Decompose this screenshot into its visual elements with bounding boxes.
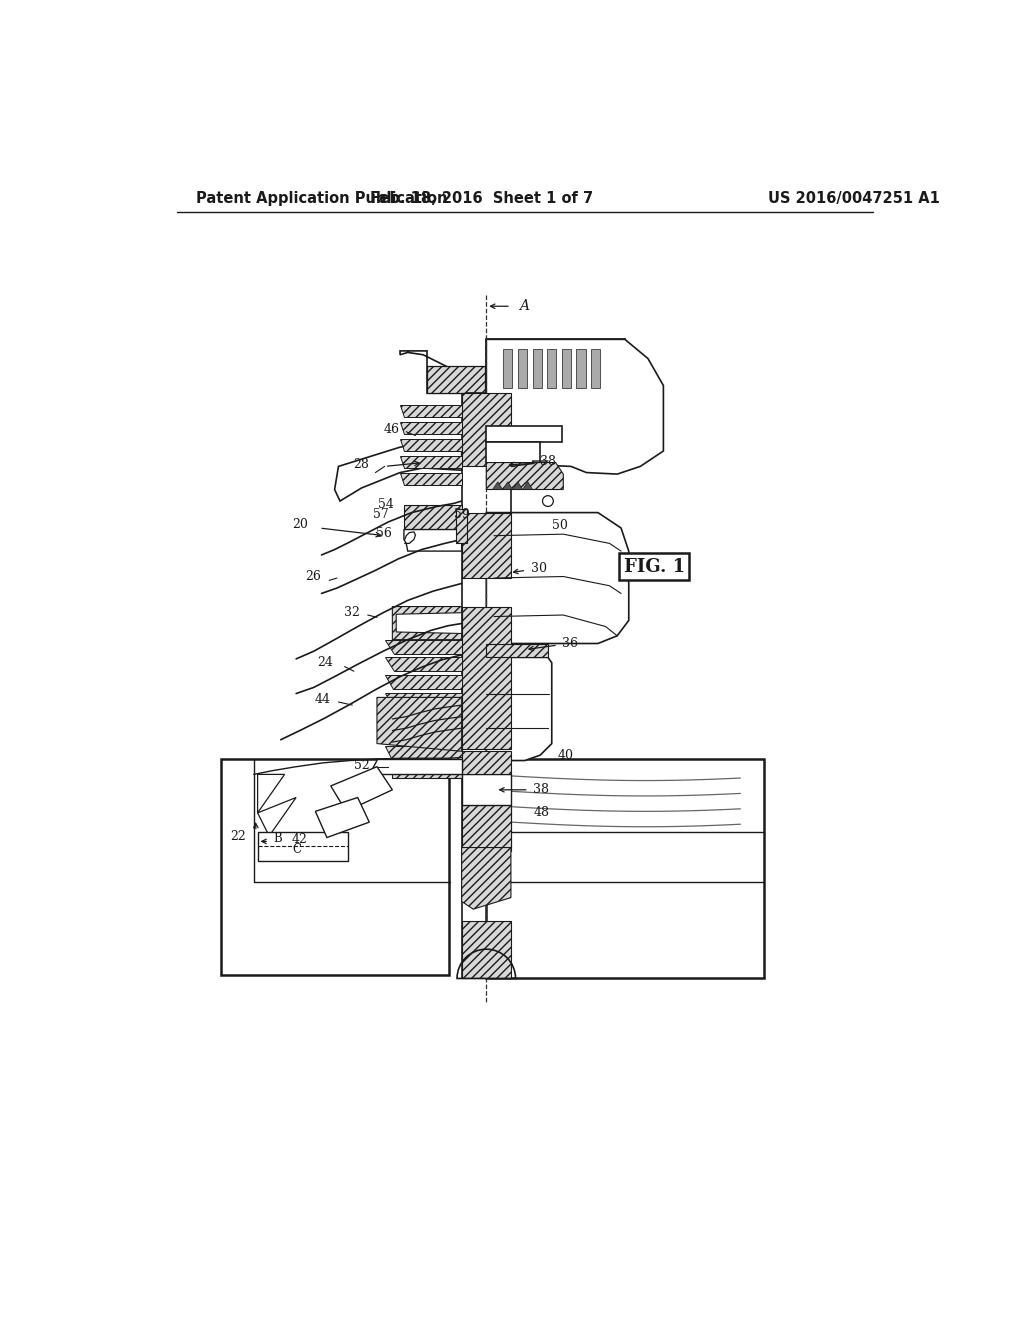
- Text: FIG. 1: FIG. 1: [624, 557, 685, 576]
- Text: 36: 36: [562, 638, 578, 649]
- Polygon shape: [385, 746, 462, 760]
- Polygon shape: [377, 697, 462, 751]
- Text: Feb. 18, 2016  Sheet 1 of 7: Feb. 18, 2016 Sheet 1 of 7: [370, 191, 593, 206]
- Polygon shape: [258, 775, 285, 813]
- Text: 20: 20: [292, 519, 307, 532]
- Polygon shape: [518, 350, 527, 388]
- Polygon shape: [577, 350, 586, 388]
- Text: US 2016/0047251 A1: US 2016/0047251 A1: [768, 191, 940, 206]
- Text: 28: 28: [353, 458, 370, 471]
- Text: 59: 59: [454, 508, 469, 520]
- Polygon shape: [462, 393, 511, 466]
- Polygon shape: [462, 775, 511, 805]
- Polygon shape: [486, 412, 559, 426]
- Polygon shape: [503, 482, 512, 490]
- Text: 50: 50: [552, 519, 567, 532]
- Polygon shape: [486, 339, 664, 474]
- Polygon shape: [400, 455, 462, 469]
- Polygon shape: [591, 350, 600, 388]
- Polygon shape: [392, 763, 462, 779]
- Text: 48: 48: [535, 807, 550, 820]
- Text: Patent Application Publication: Patent Application Publication: [196, 191, 447, 206]
- Polygon shape: [486, 512, 629, 644]
- Text: 22: 22: [230, 829, 246, 842]
- Polygon shape: [486, 759, 764, 978]
- Polygon shape: [315, 797, 370, 838]
- Polygon shape: [400, 422, 462, 434]
- Polygon shape: [486, 339, 625, 397]
- Polygon shape: [512, 482, 522, 490]
- Polygon shape: [462, 805, 511, 851]
- Polygon shape: [456, 508, 467, 544]
- Text: 54: 54: [378, 499, 394, 511]
- Polygon shape: [486, 393, 587, 416]
- Polygon shape: [466, 393, 484, 416]
- Polygon shape: [462, 751, 511, 775]
- Polygon shape: [221, 759, 449, 974]
- Text: 24: 24: [317, 656, 333, 669]
- Text: 42: 42: [292, 833, 308, 846]
- Text: C: C: [292, 842, 301, 855]
- Polygon shape: [385, 693, 462, 706]
- Text: 52: 52: [353, 759, 370, 772]
- Polygon shape: [493, 482, 503, 490]
- Text: B: B: [273, 832, 283, 845]
- Polygon shape: [486, 442, 541, 462]
- Polygon shape: [462, 393, 511, 978]
- Polygon shape: [503, 350, 512, 388]
- Text: 44: 44: [314, 693, 331, 706]
- Polygon shape: [385, 640, 462, 653]
- Polygon shape: [462, 607, 511, 748]
- Text: 30: 30: [531, 561, 547, 574]
- Text: 56: 56: [377, 527, 392, 540]
- Polygon shape: [486, 644, 548, 657]
- Text: 26: 26: [305, 570, 322, 583]
- Polygon shape: [385, 675, 462, 689]
- Polygon shape: [258, 832, 348, 862]
- Text: 40: 40: [557, 748, 573, 762]
- Polygon shape: [370, 759, 462, 775]
- Polygon shape: [335, 444, 462, 502]
- Polygon shape: [462, 921, 511, 978]
- Polygon shape: [403, 506, 462, 529]
- Polygon shape: [400, 405, 462, 417]
- Polygon shape: [486, 462, 563, 490]
- Text: A: A: [518, 300, 528, 313]
- Polygon shape: [331, 767, 392, 812]
- Polygon shape: [385, 710, 462, 725]
- Polygon shape: [486, 426, 562, 442]
- Polygon shape: [532, 350, 542, 388]
- Text: 38: 38: [541, 455, 556, 469]
- Polygon shape: [486, 657, 552, 760]
- Polygon shape: [427, 367, 484, 393]
- Polygon shape: [385, 729, 462, 742]
- Polygon shape: [462, 805, 511, 847]
- Polygon shape: [403, 529, 462, 552]
- Polygon shape: [462, 847, 511, 909]
- Polygon shape: [385, 657, 462, 671]
- Polygon shape: [547, 350, 556, 388]
- Polygon shape: [258, 797, 296, 836]
- Polygon shape: [400, 438, 462, 451]
- Polygon shape: [522, 482, 532, 490]
- Polygon shape: [392, 607, 462, 640]
- Polygon shape: [562, 350, 571, 388]
- Text: 38: 38: [532, 783, 549, 796]
- Text: 57: 57: [373, 508, 388, 520]
- Polygon shape: [400, 351, 484, 393]
- Text: 46: 46: [384, 422, 400, 436]
- Polygon shape: [462, 512, 511, 578]
- Polygon shape: [400, 473, 462, 484]
- Text: 32: 32: [344, 606, 360, 619]
